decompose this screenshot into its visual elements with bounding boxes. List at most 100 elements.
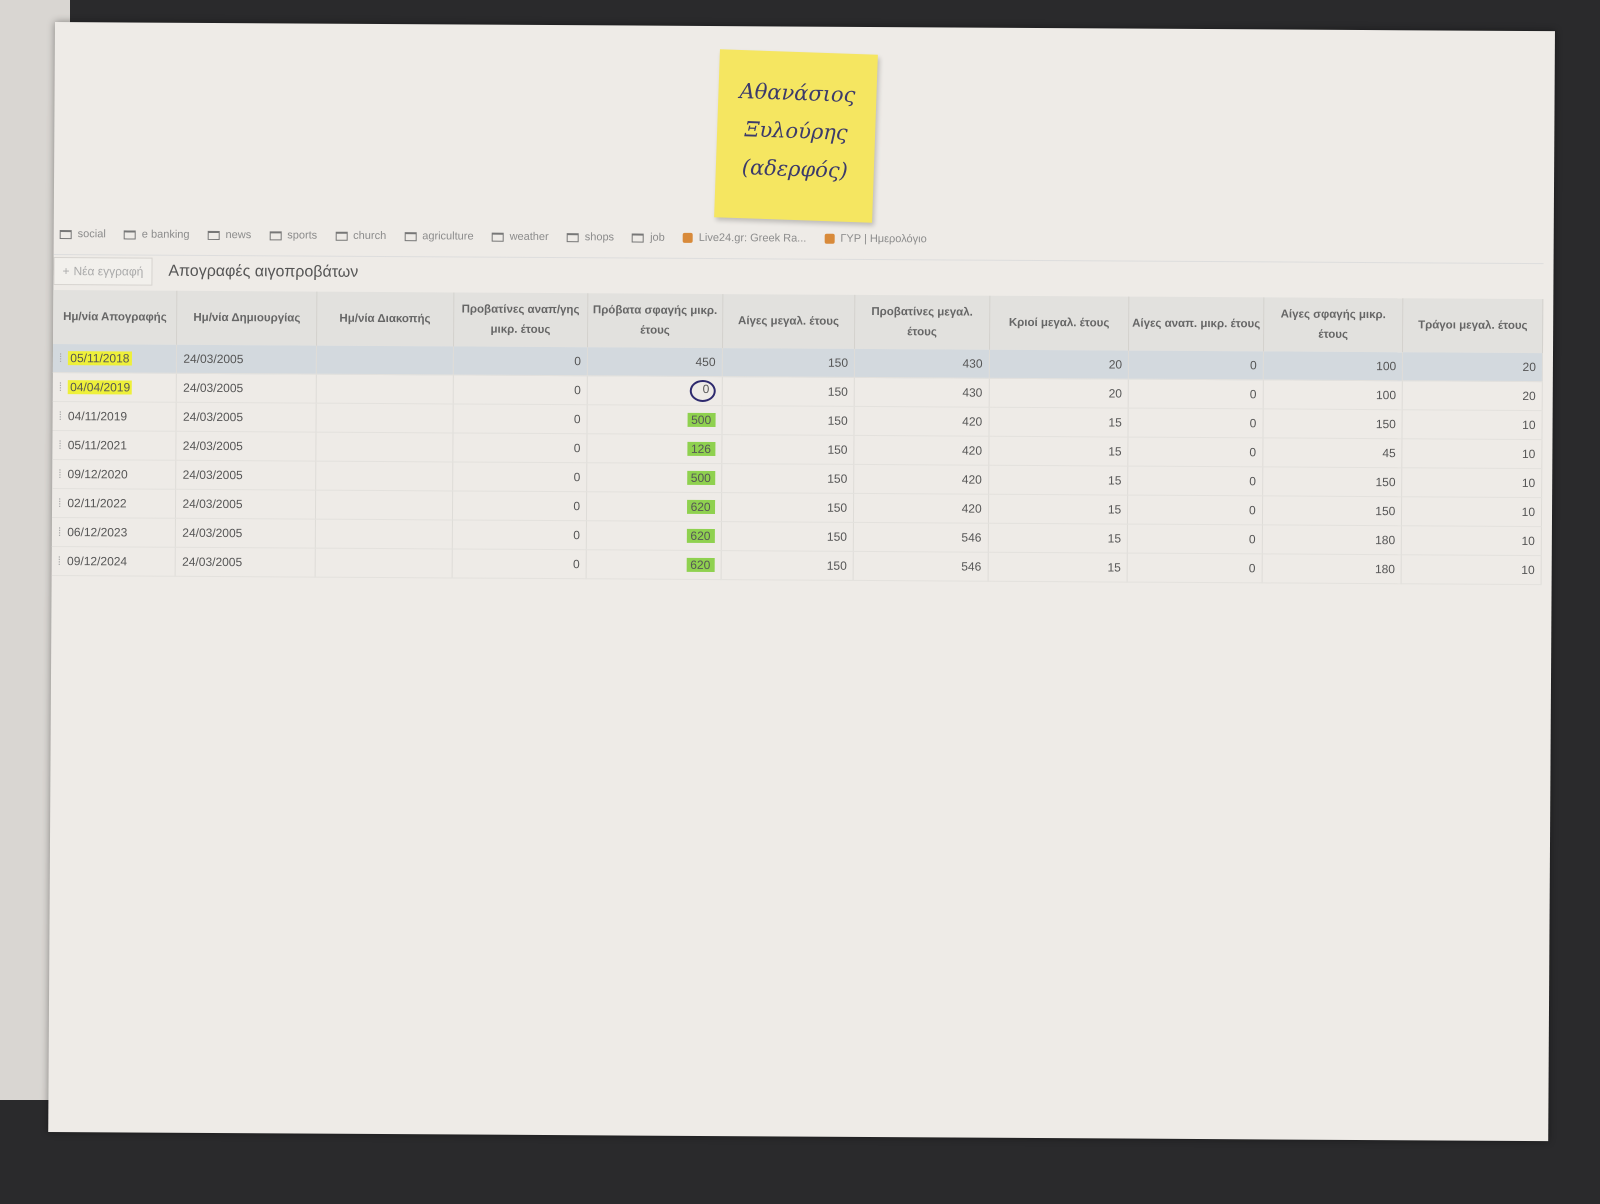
drag-handle-icon[interactable]: ⁞ bbox=[57, 525, 62, 540]
cell-value: 150 bbox=[827, 500, 848, 515]
toolbar: + Νέα εγγραφή Απογραφές αιγοπροβάτων bbox=[53, 253, 1544, 297]
table-cell: 10 bbox=[1401, 467, 1542, 498]
column-header[interactable]: Πρόβατα σφαγής μικρ. έτους bbox=[587, 293, 723, 349]
cell-value: 620 bbox=[686, 557, 715, 573]
table-cell: 100 bbox=[1263, 351, 1403, 381]
table-cell: 0 bbox=[1128, 379, 1264, 409]
drag-handle-icon[interactable]: ⁞ bbox=[58, 351, 63, 366]
cell-value: 10 bbox=[1522, 417, 1536, 433]
bookmark-item[interactable]: sports bbox=[269, 229, 318, 242]
table-cell: 20 bbox=[988, 349, 1129, 380]
cell-value: 0 bbox=[689, 379, 716, 403]
cell-value: 15 bbox=[1108, 415, 1122, 430]
bookmark-item[interactable]: shops bbox=[566, 231, 614, 243]
table-cell: 500 bbox=[587, 404, 722, 435]
bookmark-item[interactable]: Live24.gr: Greek Ra... bbox=[682, 232, 806, 245]
bookmark-label: church bbox=[353, 229, 387, 243]
table-cell: 150 bbox=[1262, 408, 1403, 439]
table-cell: 45 bbox=[1262, 437, 1403, 468]
cell-value: 06/12/2023 bbox=[67, 525, 128, 540]
bookmark-label: job bbox=[650, 231, 665, 244]
column-header[interactable]: Τράγοι μεγαλ. έτους bbox=[1402, 298, 1543, 354]
table-cell: 10 bbox=[1401, 525, 1542, 556]
bookmark-item[interactable]: weather bbox=[491, 230, 549, 244]
table-cell: 24/03/2005 bbox=[175, 489, 316, 520]
bookmark-item[interactable]: agriculture bbox=[404, 230, 474, 243]
bookmark-item[interactable]: church bbox=[335, 230, 386, 242]
new-entry-label: Νέα εγγραφή bbox=[73, 264, 144, 279]
cell-value: 15 bbox=[1108, 444, 1122, 459]
table-cell: 15 bbox=[987, 552, 1128, 583]
table-cell: 20 bbox=[988, 378, 1129, 409]
cell-value: 0 bbox=[573, 441, 581, 456]
new-entry-button[interactable]: + Νέα εγγραφή bbox=[53, 256, 153, 286]
sticky-note: Αθανάσιος Ξυλούρης (αδερφός) bbox=[714, 49, 878, 223]
table-cell: 24/03/2005 bbox=[176, 431, 316, 462]
table-cell: 0 bbox=[452, 374, 588, 405]
column-header[interactable]: Προβατίνες μεγαλ. έτους bbox=[854, 294, 990, 350]
table-cell: 20 bbox=[1402, 352, 1543, 382]
bookmark-item[interactable]: ΓΥΡ | Ημερολόγιο bbox=[824, 233, 927, 245]
cell-value: 24/03/2005 bbox=[182, 409, 244, 425]
column-header[interactable]: Κριοί μεγαλ. έτους bbox=[989, 295, 1130, 351]
table-cell bbox=[315, 403, 453, 433]
table-cell: 150 bbox=[721, 492, 854, 523]
table-cell: 10 bbox=[1401, 496, 1542, 527]
cell-value: 450 bbox=[695, 354, 716, 370]
column-header[interactable]: Αίγες σφαγής μικρ. έτους bbox=[1263, 297, 1404, 353]
drag-handle-icon[interactable]: ⁞ bbox=[58, 496, 62, 511]
cell-value: 430 bbox=[962, 356, 983, 371]
cell-value: 0 bbox=[1249, 445, 1257, 460]
cell-value: 0 bbox=[1249, 416, 1257, 431]
column-header[interactable]: Προβατίνες αναπ/γης μικρ. έτους bbox=[453, 292, 588, 348]
table-cell: 0 bbox=[451, 490, 587, 521]
bookmark-item[interactable]: job bbox=[632, 232, 665, 244]
cell-value: 150 bbox=[827, 413, 848, 428]
cell-value: 420 bbox=[961, 443, 983, 458]
cell-value: 04/11/2019 bbox=[67, 409, 128, 424]
table-cell: ⁞ 09/12/2024 bbox=[51, 546, 176, 577]
table-cell: 0 bbox=[452, 403, 588, 434]
table-cell: 0 bbox=[451, 548, 587, 579]
bookmarks-bar: social e banking news sports church agricultu… bbox=[54, 222, 927, 251]
column-header[interactable]: Ημ/νία Διακοπής bbox=[316, 291, 454, 347]
drag-handle-icon[interactable]: ⁞ bbox=[58, 438, 62, 453]
bookmark-item[interactable]: news bbox=[207, 229, 251, 241]
cell-value: 150 bbox=[827, 384, 848, 399]
column-header[interactable]: Αίγες αναπ. μικρ. έτους bbox=[1128, 296, 1264, 352]
table-cell: 15 bbox=[988, 407, 1129, 438]
column-header[interactable]: Αίγες μεγαλ. έτους bbox=[722, 294, 855, 349]
cell-value: 0 bbox=[574, 383, 581, 398]
column-header[interactable]: Ημ/νία Δημιουργίας bbox=[176, 290, 317, 346]
folder-icon bbox=[269, 230, 282, 240]
drag-handle-icon[interactable]: ⁞ bbox=[58, 409, 62, 424]
cell-value: 05/11/2021 bbox=[67, 438, 127, 453]
drag-handle-icon[interactable]: ⁞ bbox=[57, 554, 62, 569]
inventory-table: Ημ/νία Απογραφής Ημ/νία Δημιουργίας Ημ/νία… bbox=[51, 289, 1544, 585]
cell-value: 0 bbox=[573, 557, 580, 572]
cell-value: 150 bbox=[1375, 475, 1396, 490]
table-cell: 420 bbox=[854, 406, 989, 437]
cell-value: 09/12/2024 bbox=[67, 554, 128, 569]
table-cell: 150 bbox=[720, 550, 854, 581]
drag-handle-icon[interactable]: ⁞ bbox=[58, 467, 62, 482]
cell-value: 0 bbox=[1248, 532, 1256, 547]
bookmark-item[interactable]: e banking bbox=[123, 228, 190, 241]
table-cell: 15 bbox=[988, 465, 1129, 496]
bookmark-label: sports bbox=[287, 229, 318, 242]
table-cell: 0 bbox=[1128, 408, 1263, 438]
cell-value: 180 bbox=[1374, 562, 1396, 577]
column-header[interactable]: Ημ/νία Απογραφής bbox=[53, 289, 178, 345]
folder-icon bbox=[566, 232, 579, 242]
cell-value: 10 bbox=[1521, 533, 1535, 549]
bookmark-item[interactable]: social bbox=[59, 228, 106, 240]
cell-value: 100 bbox=[1376, 359, 1397, 374]
table-cell: 546 bbox=[853, 551, 988, 582]
plus-icon: + bbox=[62, 264, 70, 279]
table-cell: 10 bbox=[1401, 554, 1542, 585]
cell-value: 15 bbox=[1107, 531, 1122, 546]
folder-icon bbox=[491, 232, 504, 242]
bookmark-label: weather bbox=[509, 230, 549, 244]
drag-handle-icon[interactable]: ⁞ bbox=[58, 380, 63, 395]
bookmark-label: e banking bbox=[141, 228, 190, 241]
